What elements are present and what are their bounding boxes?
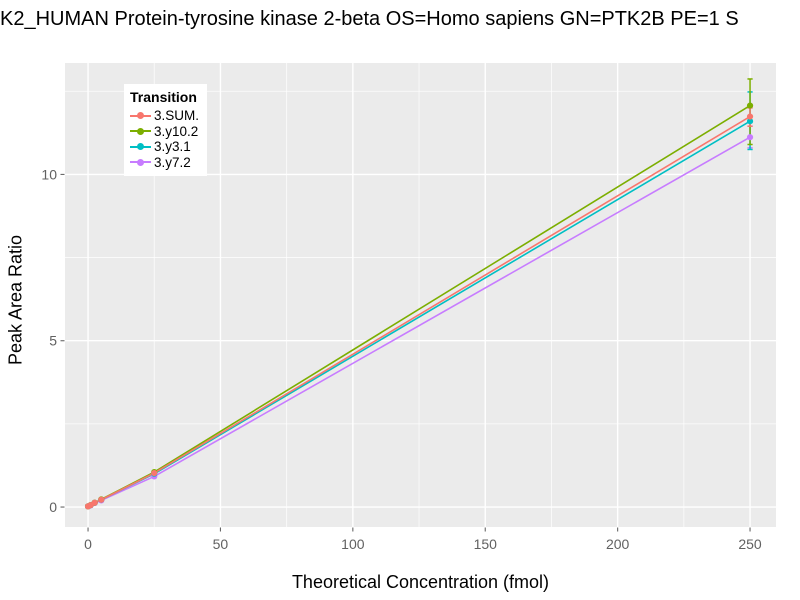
data-point-3.y10.2 <box>746 102 754 109</box>
legend-key-dot <box>137 112 144 120</box>
legend-key-dot <box>137 158 144 166</box>
legend-title: Transition <box>130 89 197 105</box>
legend-key-icon <box>130 139 151 154</box>
data-point-3.SUM. <box>746 113 754 120</box>
x-tick-label: 50 <box>213 536 229 552</box>
legend-item: 3.y7.2 <box>130 155 199 171</box>
legend-item: 3.SUM. <box>130 108 199 124</box>
x-tick-label: 0 <box>84 536 92 552</box>
chart-title: K2_HUMAN Protein-tyrosine kinase 2-beta … <box>0 8 739 30</box>
x-tick-label: 250 <box>738 536 762 552</box>
x-tick-label: 200 <box>606 536 630 552</box>
x-tick-label: 150 <box>474 536 498 552</box>
legend-key-icon <box>130 124 151 139</box>
data-point-3.SUM. <box>98 496 105 503</box>
legend-key-dot <box>137 127 144 135</box>
legend-item: 3.y10.2 <box>130 124 199 140</box>
x-axis-title: Theoretical Concentration (fmol) <box>291 572 550 592</box>
legend-item-label: 3.y10.2 <box>154 123 199 139</box>
x-tick-label: 100 <box>341 536 365 552</box>
legend-key-icon <box>130 108 151 123</box>
y-tick-label: 10 <box>41 166 57 182</box>
legend-key-dot <box>137 143 144 151</box>
legend-item-label: 3.y7.2 <box>154 154 191 170</box>
y-axis-title: Peak Area Ratio <box>5 234 26 366</box>
legend-items: 3.SUM. 3.y10.2 3.y3.1 3.y7.2 <box>130 108 199 170</box>
legend: Transition 3.SUM. 3.y10.2 3.y3.1 3.y7.2 <box>124 84 208 176</box>
y-tick-label: 5 <box>49 333 57 349</box>
data-point-3.SUM. <box>91 499 98 506</box>
legend-key-icon <box>130 155 151 170</box>
legend-item: 3.y3.1 <box>130 139 199 155</box>
data-point-3.y7.2 <box>746 134 754 141</box>
legend-item-label: 3.y3.1 <box>154 139 191 155</box>
y-tick-label: 0 <box>49 499 57 515</box>
data-point-3.SUM. <box>151 470 158 477</box>
data-point-3.y3.1 <box>746 118 754 125</box>
legend-item-label: 3.SUM. <box>154 108 200 124</box>
